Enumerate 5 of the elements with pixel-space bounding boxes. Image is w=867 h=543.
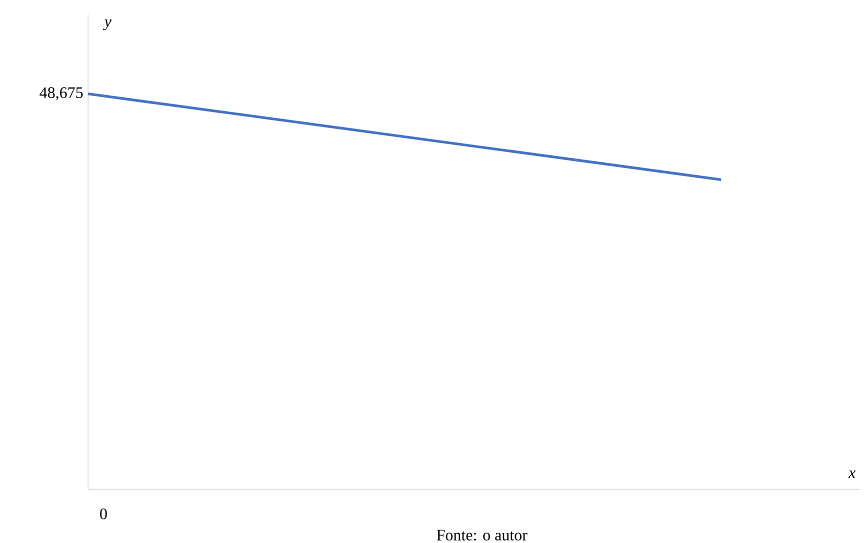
text: 48,675 (40, 87, 83, 100)
y-axis-title: y (102, 19, 112, 30)
text: 0 (100, 508, 107, 520)
x-axis-title: x (848, 470, 856, 478)
source-note: Fonte: o autor (436, 530, 528, 541)
